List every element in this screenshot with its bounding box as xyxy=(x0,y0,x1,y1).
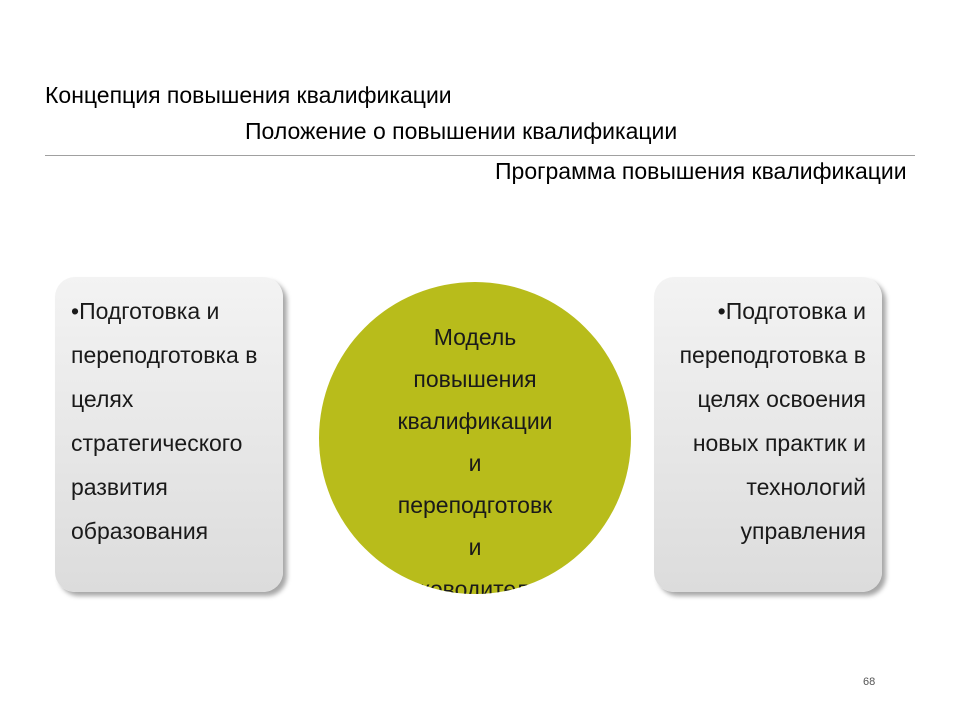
center-circle-line: и xyxy=(319,442,631,484)
page-number: 68 xyxy=(863,676,875,688)
center-circle-line: переподготовк xyxy=(319,484,631,526)
header-line-2: Положение о повышении квалификации xyxy=(245,118,677,145)
header-line-3: Программа повышения квалификации xyxy=(495,158,907,185)
center-circle-line: и xyxy=(319,526,631,568)
center-circle: Модель повышения квалификации и переподг… xyxy=(319,282,631,594)
center-circle-line: Модель xyxy=(319,316,631,358)
header-line-1: Концепция повышения квалификации xyxy=(45,82,452,109)
right-box-bullet: Подготовка и переподготовка в целях осво… xyxy=(680,298,866,544)
left-box: Подготовка и переподготовка в целях стра… xyxy=(55,277,283,592)
center-circle-line: квалификации xyxy=(319,400,631,442)
center-circle-line: повышения xyxy=(319,358,631,400)
center-circle-line: руководителей xyxy=(319,568,631,594)
right-box: Подготовка и переподготовка в целях осво… xyxy=(654,277,882,592)
left-box-bullet: Подготовка и переподготовка в целях стра… xyxy=(71,298,257,544)
header-divider xyxy=(45,155,915,156)
